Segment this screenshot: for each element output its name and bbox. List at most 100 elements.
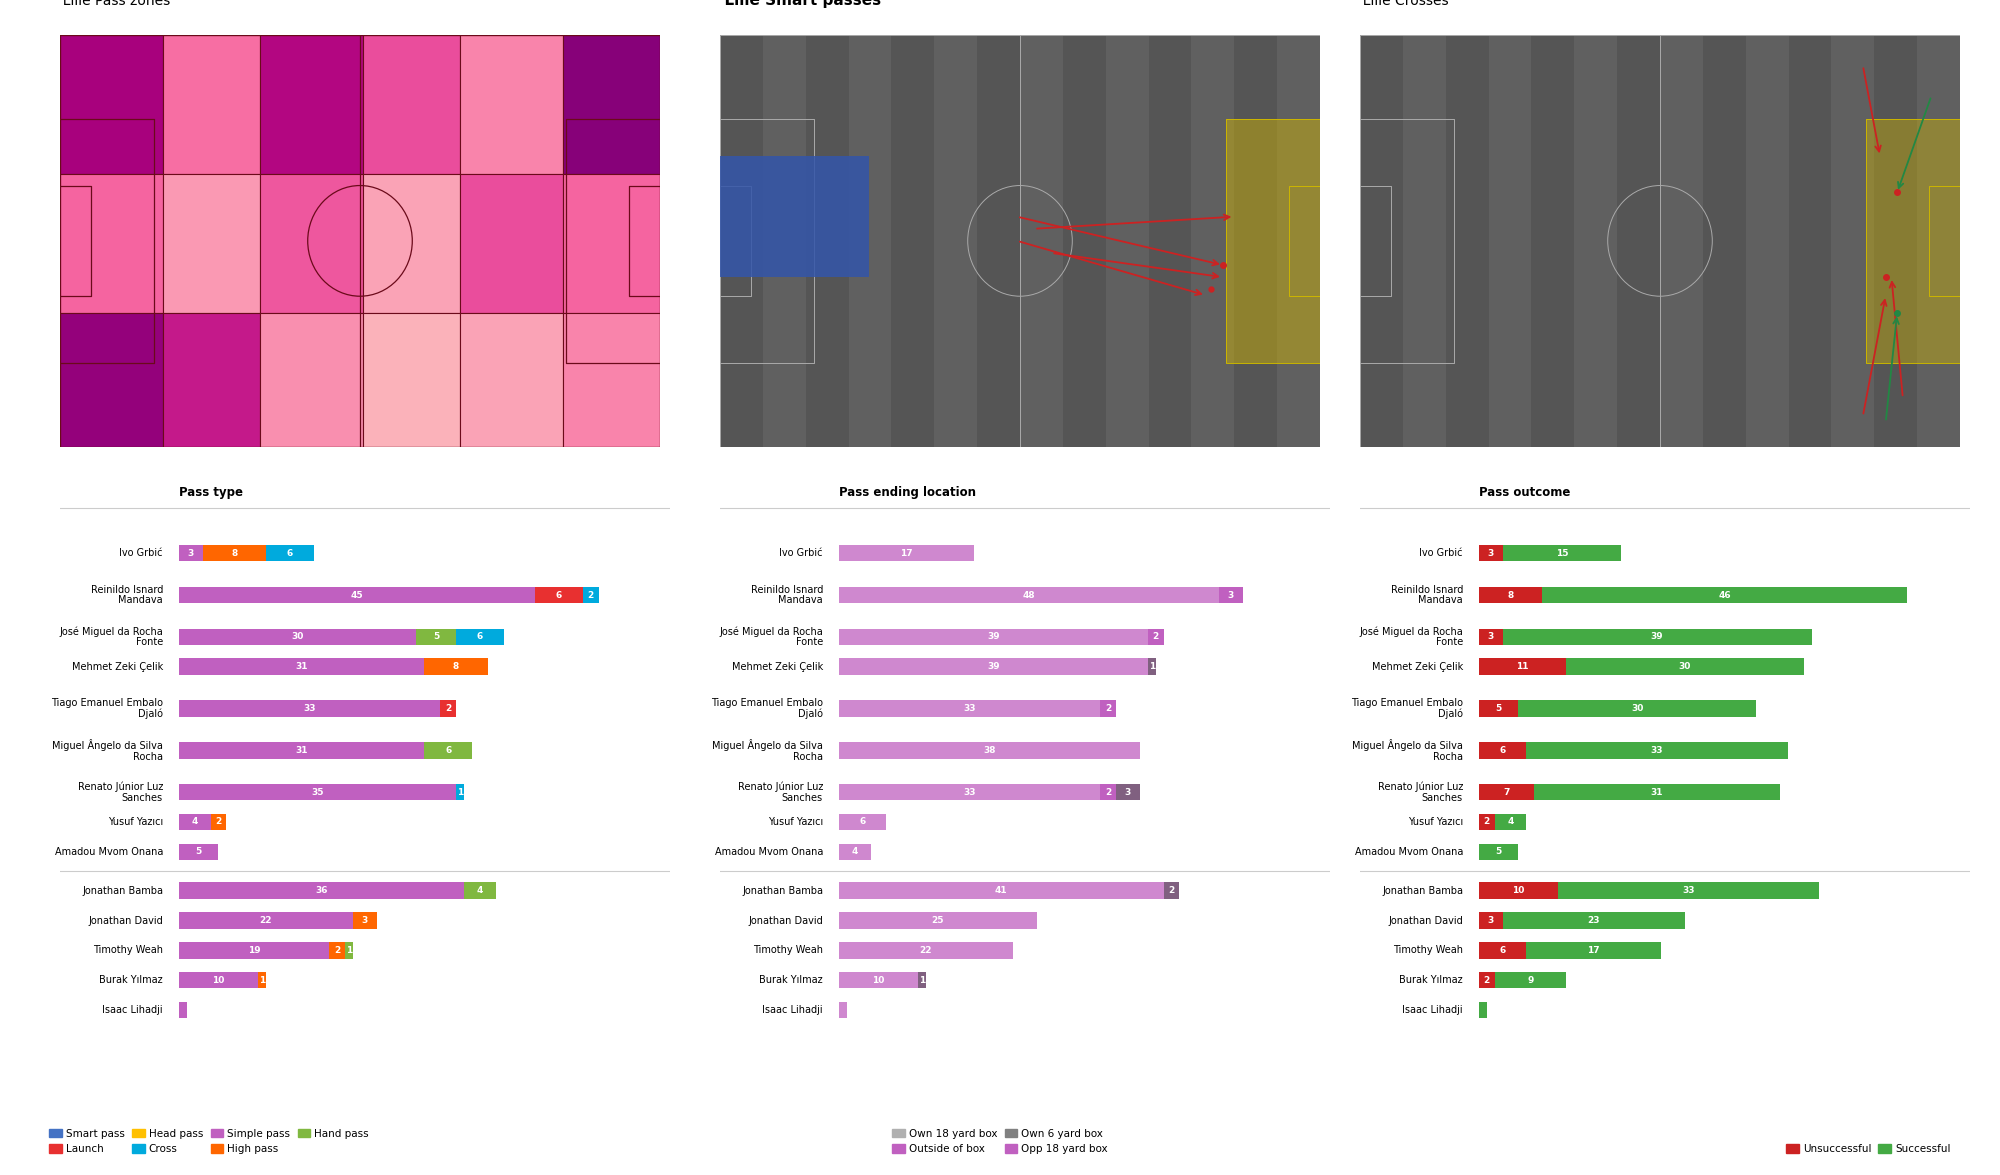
Bar [258, 972, 266, 988]
Text: 22: 22 [260, 916, 272, 925]
Text: 6: 6 [1500, 946, 1506, 955]
Bar [838, 658, 1148, 674]
Bar [720, 156, 868, 277]
Bar [178, 743, 424, 759]
Text: Jonathan Bamba: Jonathan Bamba [742, 886, 822, 895]
Text: 3: 3 [1488, 916, 1494, 925]
Text: Jonathan Bamba: Jonathan Bamba [1382, 886, 1462, 895]
Bar [460, 314, 562, 446]
Text: 22: 22 [920, 946, 932, 955]
Text: Pass ending location: Pass ending location [838, 486, 976, 499]
Text: Isaac Lihadji: Isaac Lihadji [1402, 1005, 1462, 1015]
Text: 1: 1 [1148, 663, 1154, 671]
Bar [934, 35, 978, 446]
Bar [60, 314, 162, 446]
Bar [260, 35, 362, 174]
Text: Timothy Weah: Timothy Weah [1392, 946, 1462, 955]
Bar [178, 700, 440, 717]
Text: Ivo Grbić: Ivo Grbić [1420, 549, 1462, 558]
Text: Isaac Lihadji: Isaac Lihadji [102, 1005, 162, 1015]
Text: 9: 9 [1528, 975, 1534, 985]
Bar [1746, 35, 1788, 446]
Text: Ivo Grbić: Ivo Grbić [120, 549, 162, 558]
Text: 3: 3 [362, 916, 368, 925]
Bar [1164, 882, 1180, 899]
Bar [806, 35, 848, 446]
Bar [838, 882, 1164, 899]
Bar [562, 314, 660, 446]
Bar [1478, 545, 1502, 562]
Bar [1534, 784, 1780, 800]
Bar [838, 586, 1220, 603]
Bar [1062, 35, 1106, 446]
Bar [460, 174, 562, 314]
Bar [60, 35, 162, 174]
Bar [1478, 586, 1542, 603]
Bar [1518, 700, 1756, 717]
Bar [1574, 35, 1618, 446]
Text: 8: 8 [452, 663, 460, 671]
Text: 19: 19 [248, 946, 260, 955]
Bar [1494, 972, 1566, 988]
Text: Reinildo Isnard
Mandava: Reinildo Isnard Mandava [90, 585, 162, 605]
Bar [1866, 119, 1960, 363]
Text: 8: 8 [232, 549, 238, 558]
Bar [456, 784, 464, 800]
Text: 2: 2 [1106, 787, 1112, 797]
Bar [838, 972, 918, 988]
Text: 25: 25 [932, 916, 944, 925]
Text: 31: 31 [296, 746, 308, 754]
Bar [536, 586, 582, 603]
Text: Lille Pass zones: Lille Pass zones [54, 0, 170, 8]
Bar [1660, 35, 1702, 446]
Text: 41: 41 [994, 886, 1008, 895]
Bar [178, 658, 424, 674]
Bar [362, 314, 460, 446]
Text: 2: 2 [446, 704, 452, 713]
Bar [1360, 35, 1402, 446]
Bar [918, 972, 926, 988]
Bar [178, 545, 202, 562]
Text: 5: 5 [1496, 704, 1502, 713]
Bar [1106, 35, 1148, 446]
Text: 23: 23 [1588, 916, 1600, 925]
Bar [1100, 784, 1116, 800]
Text: José Miguel da Rocha
Fonte: José Miguel da Rocha Fonte [60, 626, 162, 647]
Text: 5: 5 [196, 847, 202, 857]
Text: 1: 1 [456, 787, 464, 797]
Bar [1278, 35, 1320, 446]
Bar [1526, 942, 1662, 959]
Bar [424, 743, 472, 759]
Text: 6: 6 [476, 632, 482, 642]
Text: Amadou Mvom Onana: Amadou Mvom Onana [54, 847, 162, 857]
Legend: Own 18 yard box, Outside of box, Own 6 yard box, Opp 18 yard box: Own 18 yard box, Outside of box, Own 6 y… [888, 1124, 1112, 1159]
Text: 30: 30 [1678, 663, 1690, 671]
Bar [838, 784, 1100, 800]
Text: 31: 31 [1650, 787, 1664, 797]
Text: José Miguel da Rocha
Fonte: José Miguel da Rocha Fonte [1360, 626, 1462, 647]
Text: Lille Crosses: Lille Crosses [1354, 0, 1448, 8]
Bar [178, 784, 456, 800]
Bar [838, 629, 1148, 645]
Text: 1: 1 [346, 946, 352, 955]
Bar [1558, 882, 1820, 899]
Text: Renato Júnior Luz
Sanches: Renato Júnior Luz Sanches [738, 781, 822, 803]
Bar [838, 844, 870, 860]
Bar [346, 942, 354, 959]
Text: 48: 48 [1022, 591, 1036, 599]
Bar [562, 35, 660, 174]
Bar [362, 174, 460, 314]
Bar [1148, 629, 1164, 645]
Bar [266, 545, 314, 562]
Bar [838, 814, 886, 831]
Bar [178, 814, 210, 831]
Text: 33: 33 [1682, 886, 1696, 895]
Text: 3: 3 [1488, 549, 1494, 558]
Bar [1526, 743, 1788, 759]
Legend: Smart pass, Launch, Head pass, Cross, Simple pass, High pass, Hand pass: Smart pass, Launch, Head pass, Cross, Si… [46, 1124, 372, 1159]
Text: Burak Yılmaz: Burak Yılmaz [100, 975, 162, 986]
Text: 33: 33 [964, 787, 976, 797]
Text: 6: 6 [1500, 746, 1506, 754]
Bar [178, 586, 536, 603]
Bar [1478, 942, 1526, 959]
